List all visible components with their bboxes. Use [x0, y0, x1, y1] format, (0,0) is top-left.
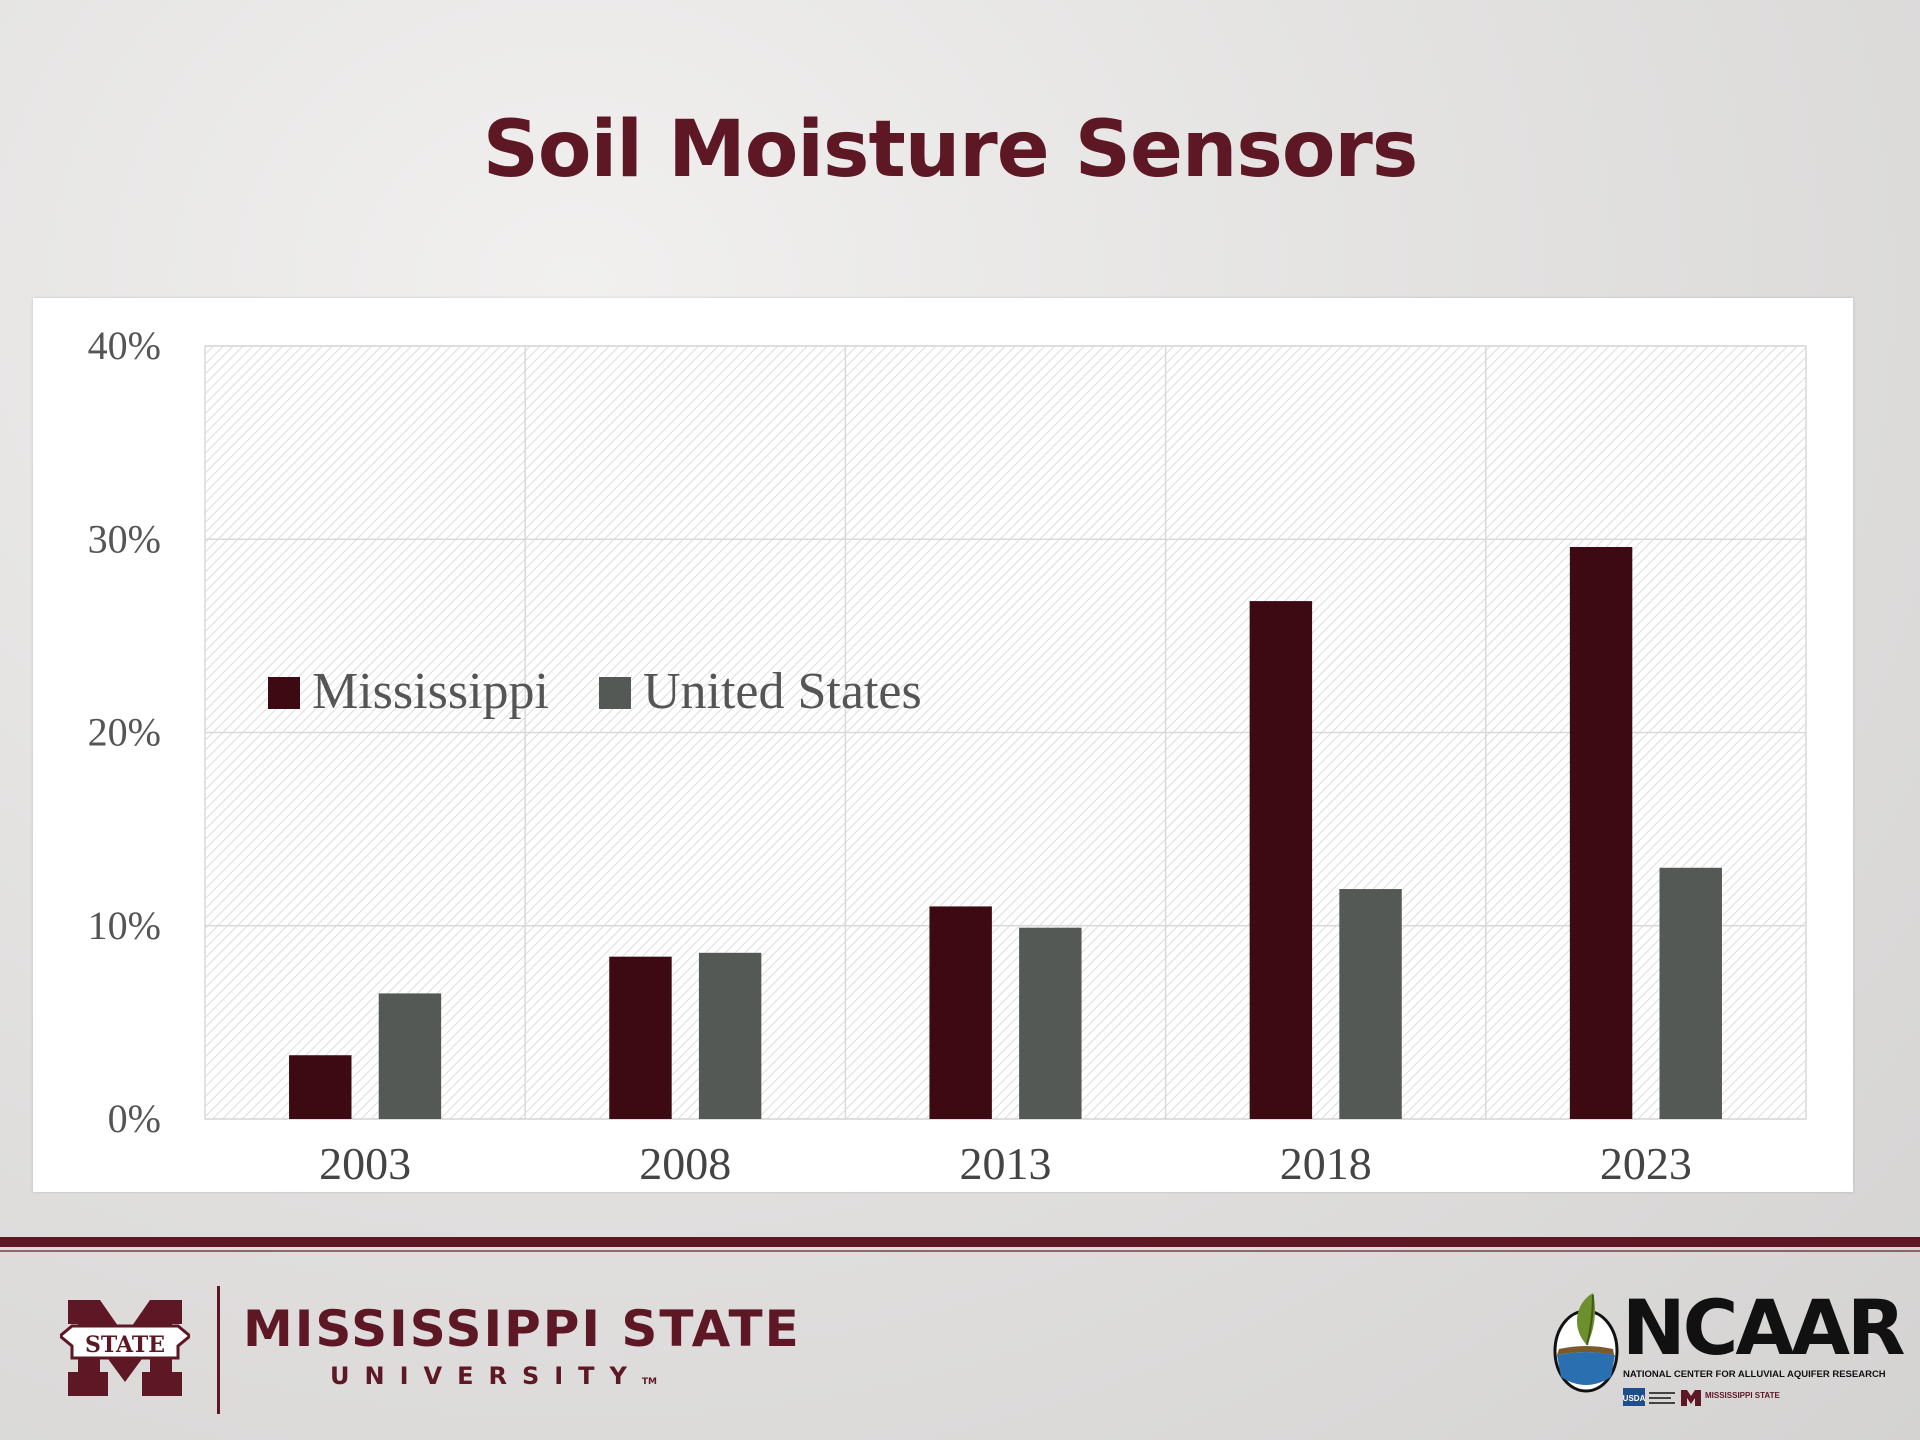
x-tick-label: 2013 — [960, 1138, 1052, 1189]
msu-sub-text: UNIVERSITY — [330, 1362, 642, 1390]
bar-mississippi-2013 — [929, 906, 992, 1119]
x-tick-label: 2008 — [639, 1138, 731, 1189]
ncaar-full-name: NATIONAL CENTER FOR ALLUVIAL AQUIFER RES… — [1623, 1369, 1886, 1380]
msu-name: MISSISSIPPI STATE — [243, 1300, 801, 1358]
slide-title: Soil Moisture Sensors — [482, 105, 1419, 195]
y-tick-label: 0% — [108, 1096, 161, 1141]
partner-usda-label: USDA — [1623, 1394, 1646, 1403]
msu-tm: TM — [641, 1377, 658, 1387]
partner-msu-label: MISSISSIPPI STATE — [1705, 1391, 1780, 1400]
ncaar-name: NCAAR — [1622, 1283, 1906, 1372]
bar-chart: 0% 10% 20% 30% 40% 2003 2008 2013 2018 2023 Miss… — [88, 323, 1807, 1189]
bar-united-states-2018 — [1339, 889, 1402, 1119]
chart-panel: 0% 10% 20% 30% 40% 2003 2008 2013 2018 2023 Miss… — [33, 298, 1853, 1192]
gridlines — [205, 345, 1806, 1120]
bar-mississippi-2003 — [289, 1055, 352, 1119]
bar-united-states-2008 — [698, 952, 762, 1119]
legend-swatch — [268, 677, 300, 709]
ncaar-emblem-icon — [1553, 1293, 1619, 1393]
bar-united-states-2023 — [1659, 867, 1722, 1119]
bar-united-states-2013 — [1019, 927, 1082, 1119]
msu-m-logo: STATE — [60, 1300, 190, 1396]
bar-united-states-2003 — [378, 993, 442, 1119]
y-tick-label: 10% — [88, 903, 161, 948]
logo-divider — [217, 1286, 220, 1414]
legend-label: Mississippi — [312, 663, 549, 720]
legend-swatch — [598, 677, 631, 709]
x-tick-label: 2023 — [1600, 1138, 1692, 1189]
bars — [289, 546, 1722, 1119]
bar-mississippi-2023 — [1569, 546, 1633, 1119]
msu-seal-text: STATE — [85, 1332, 165, 1358]
footer-rule — [0, 1237, 1920, 1247]
bar-mississippi-2008 — [609, 956, 672, 1119]
y-tick-label: 20% — [88, 710, 161, 755]
x-tick-label: 2018 — [1280, 1138, 1372, 1189]
legend-label: United States — [643, 663, 922, 720]
bar-mississippi-2018 — [1249, 601, 1313, 1119]
footer-rule-thin — [0, 1250, 1920, 1252]
ncaar-partner-logos: USDA MISSISSIPPI STATE — [1623, 1388, 1780, 1406]
x-axis-ticks: 2003 2008 2013 2018 2023 — [319, 1138, 1692, 1189]
msu-subtitle: UNIVERSITYTM — [330, 1362, 657, 1390]
y-tick-label: 30% — [88, 516, 161, 561]
y-axis-ticks: 0% 10% 20% 30% 40% — [88, 323, 161, 1141]
x-tick-label: 2003 — [319, 1138, 411, 1189]
legend: Mississippi United States — [268, 663, 922, 720]
y-tick-label: 40% — [88, 323, 161, 368]
